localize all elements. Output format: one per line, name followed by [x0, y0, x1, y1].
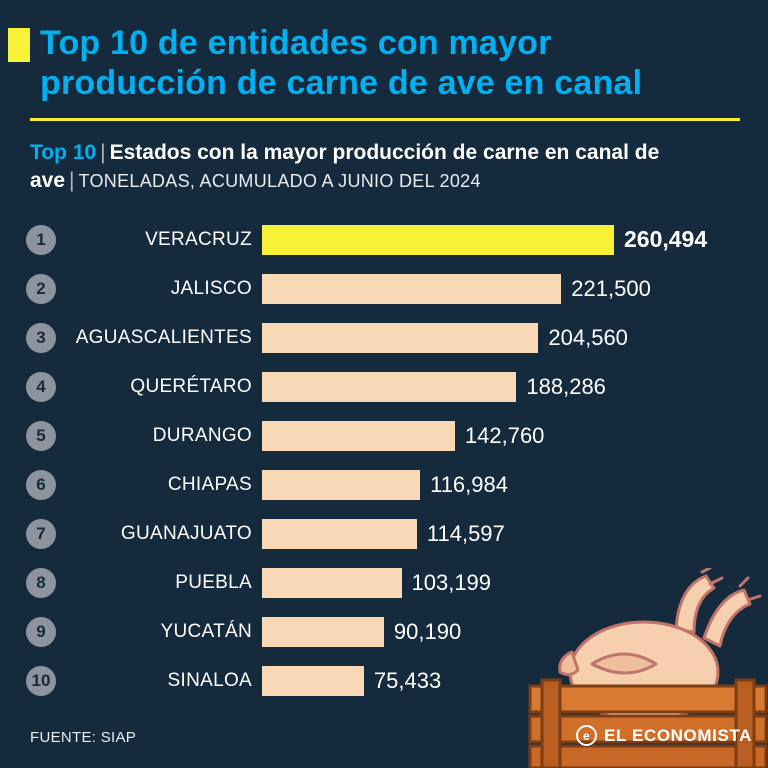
publisher-logo-text: EL ECONOMISTA	[604, 725, 752, 745]
bar	[262, 224, 614, 255]
header: Top 10 de entidades con mayor producción…	[0, 0, 768, 104]
subtitle-unit-text: TONELADAS, ACUMULADO A JUNIO DEL 2024	[78, 170, 481, 191]
value-label: 204,560	[548, 324, 628, 350]
state-label: JALISCO	[170, 277, 252, 299]
subtitle-bold-text: Estados con la mayor producción de carne…	[30, 140, 660, 192]
rank-badge: 9	[26, 616, 56, 647]
rank-badge: 8	[26, 567, 56, 598]
subtitle-separator-1: |	[100, 140, 106, 164]
table-row: 5 DURANGO 142,760	[26, 411, 768, 460]
bar	[262, 322, 539, 353]
rank-badge: 6	[26, 469, 56, 500]
state-label: SINALOA	[167, 669, 252, 691]
value-label: 260,494	[624, 226, 708, 253]
state-label: QUERÉTARO	[130, 375, 252, 397]
state-label: GUANAJUATO	[120, 522, 252, 544]
value-label: 103,199	[411, 569, 492, 595]
value-label: 90,190	[393, 618, 462, 644]
rank-badge: 2	[26, 273, 56, 304]
value-label: 142,760	[464, 422, 545, 448]
bar	[262, 273, 562, 304]
state-label: CHIAPAS	[167, 473, 252, 495]
value-label: 188,286	[526, 373, 606, 399]
title-line-1: Top 10 de entidades con mayor	[40, 24, 552, 62]
table-row: 4 QUERÉTARO 188,286	[26, 362, 768, 411]
publisher-logo: e EL ECONOMISTA	[576, 725, 752, 746]
crate-icon	[528, 678, 768, 768]
rank-badge: 3	[26, 322, 56, 353]
page-title: Top 10 de entidades con mayor producción…	[40, 24, 642, 104]
state-label: PUEBLA	[175, 571, 252, 593]
rank-badge: 1	[26, 224, 56, 255]
bar	[262, 518, 417, 549]
subtitle-separator-2: |	[69, 168, 75, 192]
chicken-in-crate-illustration	[528, 568, 768, 768]
state-label: AGUASCALIENTES	[75, 326, 252, 348]
table-row: 7 GUANAJUATO 114,597	[26, 509, 768, 558]
value-label: 75,433	[373, 667, 442, 693]
publisher-logo-icon: e	[576, 725, 598, 746]
bar	[262, 371, 517, 402]
value-label: 114,597	[426, 520, 505, 546]
bar	[262, 665, 364, 696]
bar	[262, 616, 384, 647]
state-label: DURANGO	[152, 424, 252, 446]
table-row: 9 YUCATÁN 90,190	[26, 607, 768, 656]
rank-badge: 7	[26, 518, 56, 549]
table-row: 10 SINALOA 75,433	[26, 656, 768, 705]
table-row: 1 VERACRUZ 260,494	[26, 215, 768, 264]
rank-badge: 10	[26, 665, 56, 696]
table-row: 6 CHIAPAS 116,984	[26, 460, 768, 509]
rank-badge: 5	[26, 420, 56, 451]
bar	[262, 567, 402, 598]
table-row: 8 PUEBLA 103,199	[26, 558, 768, 607]
subtitle-tag: Top 10	[30, 140, 97, 164]
yellow-accent-marker	[8, 28, 30, 62]
value-label: 221,500	[571, 275, 651, 301]
table-row: 3 AGUASCALIENTES 204,560	[26, 313, 768, 362]
bar-rows: 1 VERACRUZ 260,494 2 JALISCO 221,500 3 AGUASCAL…	[0, 215, 768, 705]
state-label: VERACRUZ	[145, 228, 252, 250]
bar	[262, 420, 455, 451]
table-row: 2 JALISCO 221,500	[26, 264, 768, 313]
bar	[262, 469, 421, 500]
chart-subtitle: Top 10 | Estados con la mayor producción d…	[30, 139, 740, 196]
yellow-divider-line	[30, 117, 740, 121]
source-note: FUENTE: SIAP	[30, 729, 137, 746]
state-label: YUCATÁN	[160, 620, 252, 642]
rank-badge: 4	[26, 371, 56, 402]
title-line-2: producción de carne de ave en canal	[40, 63, 643, 102]
value-label: 116,984	[430, 471, 508, 497]
